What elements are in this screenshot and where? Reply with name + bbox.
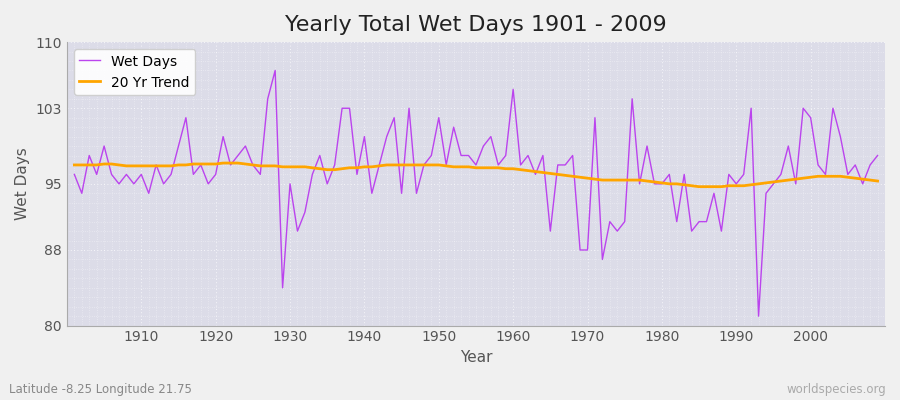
Wet Days <box>515 162 526 167</box>
20 Yr Trend <box>605 178 616 182</box>
Line: Wet Days: Wet Days <box>75 70 878 316</box>
Legend: Wet Days, 20 Yr Trend: Wet Days, 20 Yr Trend <box>74 49 195 95</box>
Line: 20 Yr Trend: 20 Yr Trend <box>75 163 878 187</box>
Wet Days <box>300 210 310 214</box>
20 Yr Trend <box>508 166 518 171</box>
Wet Days <box>69 172 80 177</box>
Y-axis label: Wet Days: Wet Days <box>15 148 30 220</box>
20 Yr Trend <box>129 164 140 168</box>
X-axis label: Year: Year <box>460 350 492 365</box>
20 Yr Trend <box>344 165 355 170</box>
Wet Days <box>753 314 764 318</box>
Wet Days <box>605 219 616 224</box>
Wet Days <box>270 68 281 73</box>
20 Yr Trend <box>515 167 526 172</box>
20 Yr Trend <box>694 184 705 189</box>
Wet Days <box>872 153 883 158</box>
Wet Days <box>344 106 355 111</box>
20 Yr Trend <box>218 161 229 166</box>
20 Yr Trend <box>69 162 80 167</box>
Title: Yearly Total Wet Days 1901 - 2009: Yearly Total Wet Days 1901 - 2009 <box>285 15 667 35</box>
20 Yr Trend <box>872 179 883 184</box>
Text: worldspecies.org: worldspecies.org <box>787 383 886 396</box>
Wet Days <box>129 182 140 186</box>
Wet Days <box>508 87 518 92</box>
Text: Latitude -8.25 Longitude 21.75: Latitude -8.25 Longitude 21.75 <box>9 383 192 396</box>
20 Yr Trend <box>300 164 310 169</box>
